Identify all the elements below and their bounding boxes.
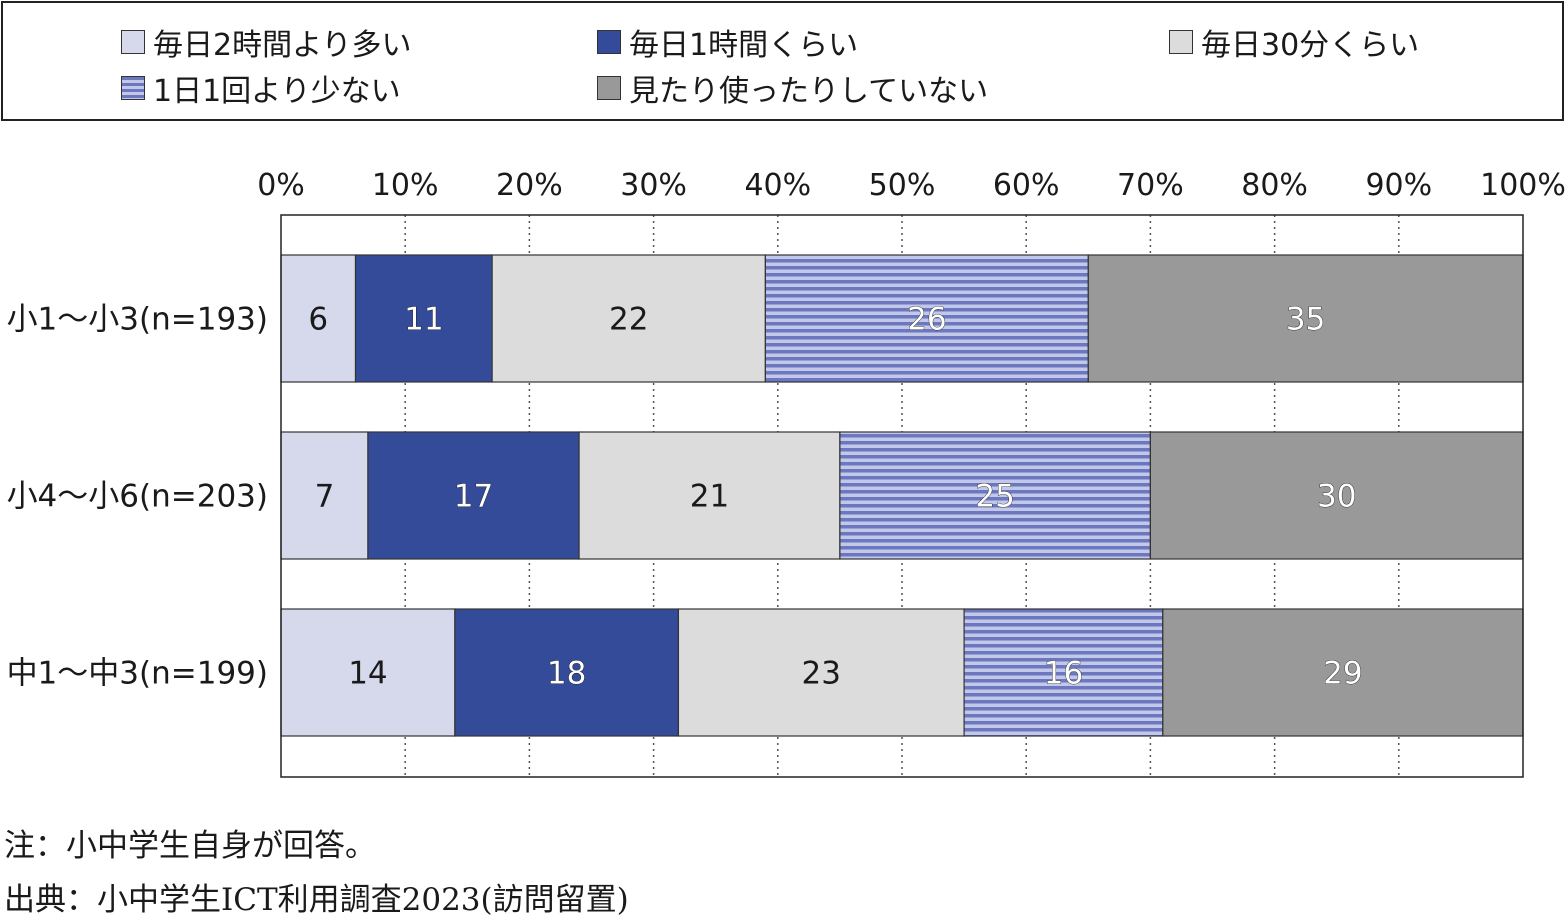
bar-segment-30min <box>578 431 841 560</box>
data-label: 23 <box>802 656 841 692</box>
legend-item-less-than-daily: 1日1回より少ない <box>121 71 401 109</box>
data-label: 29 <box>1323 656 1362 692</box>
legend-label: 見たり使ったりしていない <box>629 74 989 109</box>
legend-label: 毎日2時間より多い <box>153 28 412 63</box>
x-tick-label: 100% <box>1480 168 1566 203</box>
bar-segment-less-than-daily <box>764 254 1089 383</box>
x-tick-label: 20% <box>496 168 563 203</box>
legend-swatch-striped <box>121 76 145 100</box>
data-label: 16 <box>1044 656 1083 692</box>
data-label: 21 <box>690 479 729 515</box>
data-label: 18 <box>547 656 586 692</box>
legend-item-over-2h: 毎日2時間より多い <box>121 25 412 63</box>
x-tick-label: 60% <box>993 168 1060 203</box>
x-tick-label: 40% <box>744 168 811 203</box>
data-label: 14 <box>348 656 387 692</box>
x-tick-label: 30% <box>620 168 687 203</box>
data-label: 7 <box>315 479 335 515</box>
data-label: 35 <box>1286 302 1325 338</box>
bar-segment-not-used <box>1087 254 1524 383</box>
legend-item-not-used: 見たり使ったりしていない <box>597 71 988 109</box>
bar-segment-less-than-daily <box>963 608 1164 737</box>
footnote: 注：小中学生自身が回答。 <box>4 828 376 864</box>
x-tick-label: 70% <box>1117 168 1184 203</box>
legend-item-1h: 毎日1時間くらい <box>597 25 858 63</box>
data-label: 17 <box>454 479 493 515</box>
legend-swatch-light <box>121 30 145 54</box>
data-label: 25 <box>975 479 1014 515</box>
bar-segment-30min <box>677 608 965 737</box>
x-tick-label: 90% <box>1365 168 1432 203</box>
data-label: 22 <box>609 302 648 338</box>
legend-swatch-pale <box>1169 30 1193 54</box>
x-tick-label: 0% <box>257 168 305 203</box>
data-label: 30 <box>1317 479 1356 515</box>
legend-swatch-dark <box>597 30 621 54</box>
data-label: 26 <box>907 302 946 338</box>
bar-segment-less-than-daily <box>839 431 1152 560</box>
x-tick-label: 80% <box>1241 168 1308 203</box>
bar-segment-1h <box>354 254 493 383</box>
bar-segment-over-2h <box>280 431 369 560</box>
x-tick-label: 10% <box>372 168 439 203</box>
stacked-bar-chart: 0% 10% 20% 30% 40% 50% 60% 70% 80% 90% 100% 6 11 22 26… <box>7 168 1566 778</box>
bar-segment-1h <box>367 431 580 560</box>
legend: 毎日2時間より多い 毎日1時間くらい 毎日30分くらい 1日1回より少ない 見た… <box>1 1 1564 121</box>
data-label: 11 <box>404 302 443 338</box>
category-label: 小4～小6(n=203) <box>7 479 268 515</box>
x-tick-label: 50% <box>869 168 936 203</box>
legend-label: 1日1回より少ない <box>153 74 401 109</box>
category-label: 小1～小3(n=193) <box>7 302 268 338</box>
bar-segment-not-used <box>1162 608 1524 737</box>
source-note: 出典：小中学生ICT利用調査2023(訪問留置) <box>4 882 629 918</box>
legend-swatch-gray <box>597 76 621 100</box>
bar-segment-1h <box>454 608 680 737</box>
plot-frame <box>280 214 1524 778</box>
category-label: 中1～中3(n=199) <box>7 656 268 692</box>
bar-segment-30min <box>491 254 766 383</box>
bar-segment-over-2h <box>280 254 357 383</box>
legend-item-30min: 毎日30分くらい <box>1169 25 1419 63</box>
legend-label: 毎日30分くらい <box>1201 28 1420 63</box>
legend-label: 毎日1時間くらい <box>629 28 859 63</box>
data-label: 6 <box>308 302 328 338</box>
